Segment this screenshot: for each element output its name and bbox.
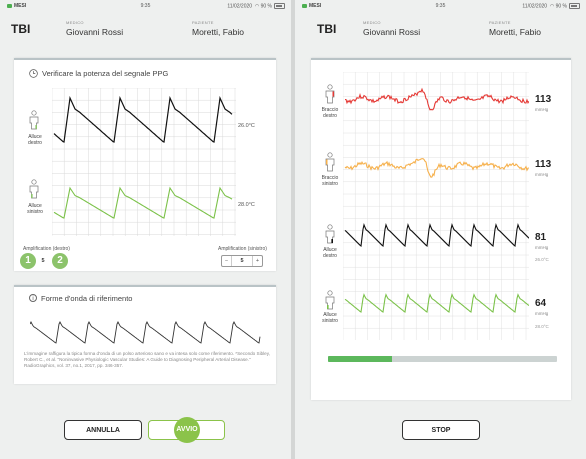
unit-right-arm: mmHg <box>535 107 549 112</box>
clock: 9:35 <box>435 3 446 9</box>
header: TBI MEDICO Giovanni Rossi PAZIENTE Moret… <box>295 12 586 46</box>
reference-waveform-card: i Forme d'onda di riferimento L'immagine… <box>14 285 276 384</box>
battery-level: 90 % <box>260 3 272 10</box>
channel-label-right-arm: Braccio destro <box>321 107 339 119</box>
date: 11/02/2020 <box>227 3 253 10</box>
battery-icon <box>569 3 580 9</box>
pressure-left-arm: 113 <box>535 159 552 170</box>
info-icon: i <box>29 294 37 302</box>
pressure-right-toe: 81 <box>535 232 547 243</box>
patient-label: PAZIENTE <box>192 20 214 25</box>
decrease-button[interactable]: − <box>224 258 229 264</box>
card-top-border <box>311 58 571 60</box>
status-bar: MESI 9:35 11/02/2020 ◠ 90 % <box>295 0 586 12</box>
body-figure-icon <box>325 84 335 104</box>
reference-note: L'immagine raffigura la tipica forma d'o… <box>24 351 270 368</box>
channel-label-left-arm: Braccio sinistro <box>321 175 339 187</box>
patient-name: Moretti, Fabio <box>192 27 244 37</box>
waveform-right-arm <box>345 87 529 111</box>
body-figure-icon <box>325 224 335 244</box>
screen-divider <box>291 0 295 459</box>
app-logo: TBI <box>317 22 337 36</box>
doctor-name: Giovanni Rossi <box>66 27 124 37</box>
pvr-waveform-grid <box>343 72 529 340</box>
temp-left: 28.0°C <box>238 202 255 208</box>
waveform-left-toe <box>344 293 529 313</box>
measurement-card: Braccio destro 113 mmHg Braccio sinistro 1… <box>311 58 571 400</box>
unit-right-toe: mmHg <box>535 245 549 250</box>
doctor-label: MEDICO <box>66 20 84 25</box>
reference-card-title: Forme d'onda di riferimento <box>41 294 133 303</box>
carrier: MESI <box>7 3 26 9</box>
left-toe-label: Alluce sinistro <box>27 203 43 215</box>
body-figure-icon <box>29 110 39 130</box>
increase-button[interactable]: + <box>255 258 260 264</box>
right-toe-label: Alluce destro <box>28 134 42 146</box>
carrier-label: MESI <box>309 3 322 9</box>
channel-label-left-toe: Alluce sinistro <box>322 312 338 324</box>
progress-fill <box>328 356 393 362</box>
wifi-icon: ◠ <box>254 3 260 10</box>
body-figure-icon <box>325 290 335 310</box>
status-bar: MESI 9:35 11/02/2020 ◠ 90 % <box>0 0 291 12</box>
step-badge-1: 1 <box>20 253 36 269</box>
stop-button[interactable]: STOP <box>402 420 480 440</box>
card-top-border <box>14 58 276 60</box>
temp-right-toe: 26.0°C <box>535 257 549 262</box>
card-top-border <box>14 285 276 287</box>
patient-label: PAZIENTE <box>489 20 511 25</box>
ppg-waveform-left-toe <box>53 186 233 219</box>
doctor-name: Giovanni Rossi <box>363 27 421 37</box>
left-screen: MESI 9:35 11/02/2020 ◠ 90 % TBI MEDICO G… <box>0 0 291 459</box>
amp-right-value: 5 <box>41 258 45 264</box>
date: 11/02/2020 <box>522 3 548 10</box>
carrier: MESI <box>302 3 321 9</box>
waveform-left-arm <box>344 158 529 178</box>
clock: 9:35 <box>140 3 151 9</box>
amp-left-stepper[interactable]: − 5 + <box>221 255 263 267</box>
cancel-button[interactable]: ANNULLA <box>64 420 142 440</box>
channel-label-right-toe: Alluce destro <box>323 247 337 259</box>
waveform-right-toe <box>344 223 529 248</box>
pressure-right-arm: 113 <box>535 94 552 105</box>
amp-left-value: 5 <box>231 256 253 266</box>
body-figure-icon <box>325 152 335 172</box>
amp-left-label: Amplification (sinistro) <box>218 246 267 252</box>
ppg-waveform-grid <box>52 88 236 236</box>
battery-icon <box>274 3 285 9</box>
pressure-left-toe: 64 <box>535 298 547 309</box>
ppg-waveform-right-toe <box>53 95 233 143</box>
status-right: 11/02/2020 ◠ 90 % <box>522 3 580 9</box>
right-screen: MESI 9:35 11/02/2020 ◠ 90 % TBI MEDICO G… <box>295 0 586 459</box>
signal-icon <box>7 3 12 8</box>
carrier-label: MESI <box>14 3 27 9</box>
doctor-label: MEDICO <box>363 20 381 25</box>
amp-right-label: Amplification (destro) <box>23 246 70 252</box>
header: TBI MEDICO Giovanni Rossi PAZIENTE Moret… <box>0 12 291 46</box>
status-right: 11/02/2020 ◠ 90 % <box>227 3 285 9</box>
battery-level: 90 % <box>555 3 567 10</box>
reference-waveform <box>30 321 261 344</box>
wifi-icon: ◠ <box>549 3 555 10</box>
ppg-signal-card: Verificare la potenza del segnale PPG Al… <box>14 58 276 271</box>
body-figure-icon <box>29 179 39 199</box>
clock-icon <box>29 69 38 78</box>
measurement-progress-bar <box>328 356 557 362</box>
step-badge-2: 2 <box>52 253 68 269</box>
grid-lines <box>52 88 236 236</box>
ppg-card-title: Verificare la potenza del segnale PPG <box>42 69 169 78</box>
temp-left-toe: 28.0°C <box>535 324 549 329</box>
unit-left-toe: mmHg <box>535 311 549 316</box>
app-logo: TBI <box>11 22 31 36</box>
grid-lines <box>343 72 529 340</box>
patient-name: Moretti, Fabio <box>489 27 541 37</box>
signal-icon <box>302 3 307 8</box>
temp-right: 26.0°C <box>238 123 255 129</box>
start-button-label[interactable]: AVVIO <box>174 417 200 443</box>
unit-left-arm: mmHg <box>535 172 549 177</box>
